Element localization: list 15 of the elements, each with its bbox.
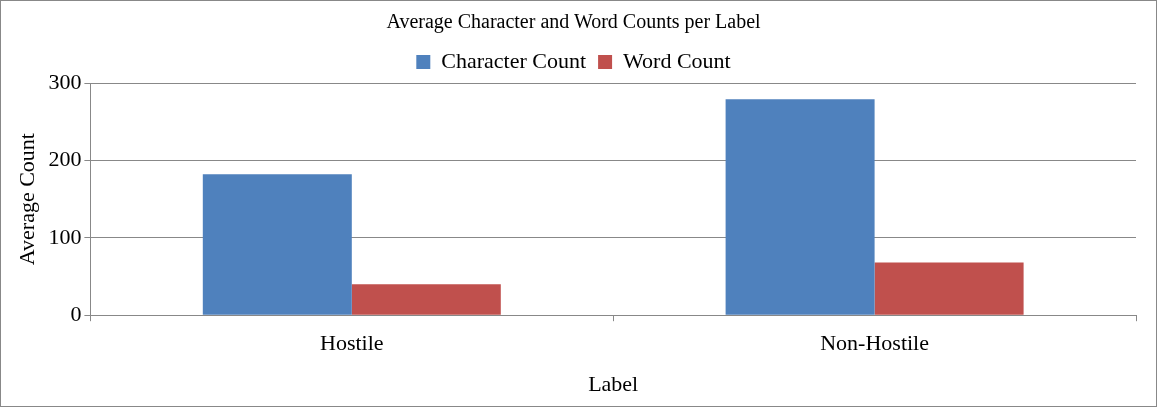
- legend-label: Character Count: [441, 47, 587, 73]
- y-tick-label: 200: [48, 146, 82, 172]
- chart-title: Average Character and Word Counts per Label: [386, 10, 762, 34]
- x-tick-label: Non-Hostile: [820, 330, 929, 356]
- bar: [351, 284, 501, 315]
- x-axis-title: Label: [588, 370, 639, 396]
- bar: [202, 174, 352, 315]
- x-tick-label: Hostile: [320, 330, 384, 356]
- y-axis-title: Average Count: [13, 133, 39, 266]
- y-tick-label: 0: [70, 300, 82, 326]
- bar: [874, 262, 1024, 315]
- y-tick-label: 100: [48, 223, 82, 249]
- legend-label: Word Count: [623, 47, 731, 73]
- bar: [725, 99, 875, 315]
- y-tick-label: 300: [48, 68, 82, 94]
